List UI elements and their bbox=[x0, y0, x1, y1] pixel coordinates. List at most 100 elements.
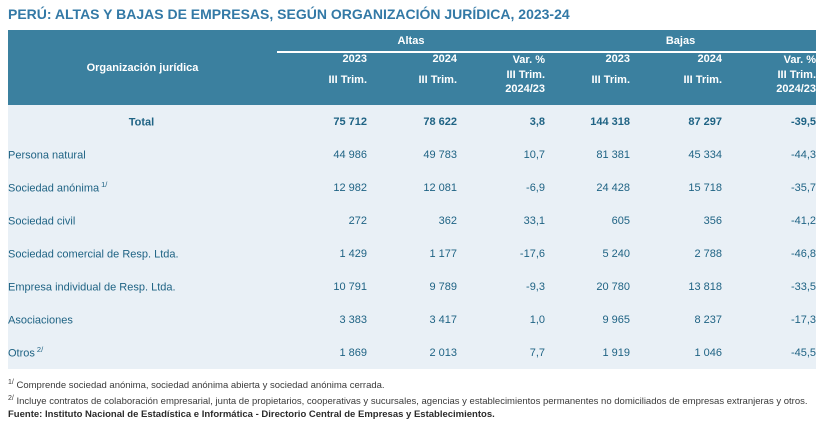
value-cell: 9 965 bbox=[545, 303, 630, 336]
group-header-altas: Altas bbox=[277, 30, 545, 53]
footnote-2-text: Incluye contratos de colaboración empres… bbox=[16, 396, 808, 408]
year-label: 2023 bbox=[605, 53, 630, 65]
org-label-cell: Otros 2/ bbox=[8, 336, 277, 369]
value-cell: -41,2 bbox=[722, 204, 817, 237]
value-cell: 12 982 bbox=[277, 171, 367, 204]
org-label: Empresa individual de Resp. Ltda. bbox=[8, 281, 176, 294]
value-cell: 1 869 bbox=[277, 336, 367, 369]
value-cell: 1,0 bbox=[457, 303, 545, 336]
value-cell: -39,5 bbox=[722, 105, 817, 138]
footnote-1-text: Comprende sociedad anónima, sociedad anó… bbox=[16, 380, 385, 392]
value-cell: 78 622 bbox=[367, 105, 457, 138]
var-pct-label: Var. % bbox=[512, 54, 545, 66]
value-cell: 3,8 bbox=[457, 105, 545, 138]
value-cell: 362 bbox=[367, 204, 457, 237]
value-cell: 87 297 bbox=[630, 105, 722, 138]
org-label-cell: Sociedad anónima 1/ bbox=[8, 171, 277, 204]
value-cell: 81 381 bbox=[545, 138, 630, 171]
value-cell: 2 013 bbox=[367, 336, 457, 369]
value-cell: 3 417 bbox=[367, 303, 457, 336]
var-pct-label: Var. % bbox=[783, 54, 817, 66]
org-label-cell: Empresa individual de Resp. Ltda. bbox=[8, 270, 277, 303]
value-cell: 8 237 bbox=[630, 303, 722, 336]
value-cell: 272 bbox=[277, 204, 367, 237]
footnote-2-marker: 2/ bbox=[8, 395, 14, 403]
table-header: Organización jurídica Altas Bajas 2023 I… bbox=[8, 30, 817, 105]
var-period-label: 2024/23 bbox=[505, 83, 545, 95]
table-row: Sociedad anónima 1/ 12 982 12 081 -6,9 24… bbox=[8, 171, 817, 204]
value-cell: 605 bbox=[545, 204, 630, 237]
footnote-ref: 2/ bbox=[36, 345, 44, 355]
org-label: Persona natural bbox=[8, 149, 86, 162]
value-cell: -45,5 bbox=[722, 336, 817, 369]
page-title: PERÚ: ALTAS Y BAJAS DE EMPRESAS, SEGÚN O… bbox=[8, 6, 570, 22]
org-label: Asociaciones bbox=[8, 314, 73, 327]
subheader-altas-var: Var. % III Trim. 2024/23 bbox=[457, 53, 545, 105]
org-label: Otros bbox=[8, 347, 35, 360]
value-cell: 144 318 bbox=[545, 105, 630, 138]
group-label-altas: Altas bbox=[277, 35, 545, 53]
group-header-bajas: Bajas bbox=[545, 30, 817, 53]
header-sub-row: 2023 III Trim. 2024 III Trim. Var. % III… bbox=[8, 53, 817, 105]
year-label: 2024 bbox=[697, 53, 722, 65]
org-label-cell: Total bbox=[8, 105, 277, 138]
table-row: Empresa individual de Resp. Ltda. 10 791… bbox=[8, 270, 817, 303]
value-cell: 75 712 bbox=[277, 105, 367, 138]
value-cell: -44,3 bbox=[722, 138, 817, 171]
value-cell: 1 429 bbox=[277, 237, 367, 270]
org-label: Sociedad anónima bbox=[8, 182, 100, 195]
table-row: Persona natural 44 986 49 783 10,7 81 38… bbox=[8, 138, 817, 171]
subheader-bajas-2023: 2023 III Trim. bbox=[545, 53, 630, 105]
value-cell: 10 791 bbox=[277, 270, 367, 303]
subheader-altas-2024: 2024 III Trim. bbox=[367, 53, 457, 105]
altas-bajas-table: Organización jurídica Altas Bajas 2023 I… bbox=[8, 30, 817, 369]
value-cell: -35,7 bbox=[722, 171, 817, 204]
value-cell: -17,6 bbox=[457, 237, 545, 270]
value-cell: 5 240 bbox=[545, 237, 630, 270]
value-cell: 15 718 bbox=[630, 171, 722, 204]
org-label: Total bbox=[128, 116, 155, 129]
subheader-altas-2023: 2023 III Trim. bbox=[277, 53, 367, 105]
table-body: Total 75 712 78 622 3,8 144 318 87 297 -… bbox=[8, 105, 817, 369]
org-label-cell: Asociaciones bbox=[8, 303, 277, 336]
var-period-label: 2024/23 bbox=[776, 83, 817, 95]
value-cell: 1 177 bbox=[367, 237, 457, 270]
year-label: 2024 bbox=[432, 53, 457, 65]
table-row: Sociedad civil 272 362 33,1 605 356 -41,… bbox=[8, 204, 817, 237]
value-cell: -33,5 bbox=[722, 270, 817, 303]
value-cell: 13 818 bbox=[630, 270, 722, 303]
value-cell: 2 788 bbox=[630, 237, 722, 270]
value-cell: 1 046 bbox=[630, 336, 722, 369]
value-cell: -9,3 bbox=[457, 270, 545, 303]
value-cell: 9 789 bbox=[367, 270, 457, 303]
table-row: Asociaciones 3 383 3 417 1,0 9 965 8 237… bbox=[8, 303, 817, 336]
value-cell: 44 986 bbox=[277, 138, 367, 171]
table-row-total: Total 75 712 78 622 3,8 144 318 87 297 -… bbox=[8, 105, 817, 138]
value-cell: 20 780 bbox=[545, 270, 630, 303]
header-group-row: Organización jurídica Altas Bajas bbox=[8, 30, 817, 105]
subheader-bajas-var: Var. % III Trim. 2024/23 bbox=[722, 53, 817, 105]
org-label: Sociedad civil bbox=[8, 215, 76, 228]
trimester-label: III Trim. bbox=[328, 74, 367, 86]
value-cell: -17,3 bbox=[722, 303, 817, 336]
year-label: 2023 bbox=[342, 53, 367, 65]
value-cell: 49 783 bbox=[367, 138, 457, 171]
org-label-cell: Persona natural bbox=[8, 138, 277, 171]
value-cell: 1 919 bbox=[545, 336, 630, 369]
org-column-header: Organización jurídica bbox=[8, 30, 277, 105]
value-cell: 3 383 bbox=[277, 303, 367, 336]
value-cell: 7,7 bbox=[457, 336, 545, 369]
trimester-label: III Trim. bbox=[777, 68, 817, 81]
value-cell: 10,7 bbox=[457, 138, 545, 171]
group-label-bajas: Bajas bbox=[545, 35, 817, 53]
org-label-cell: Sociedad comercial de Resp. Ltda. bbox=[8, 237, 277, 270]
value-cell: 45 334 bbox=[630, 138, 722, 171]
table-row: Sociedad comercial de Resp. Ltda. 1 429 … bbox=[8, 237, 817, 270]
value-cell: 24 428 bbox=[545, 171, 630, 204]
value-cell: -6,9 bbox=[457, 171, 545, 204]
trimester-label: III Trim. bbox=[683, 74, 722, 86]
trimester-label: III Trim. bbox=[418, 74, 457, 86]
source-note: Fuente: Instituto Nacional de Estadístic… bbox=[8, 409, 495, 421]
org-label-cell: Sociedad civil bbox=[8, 204, 277, 237]
